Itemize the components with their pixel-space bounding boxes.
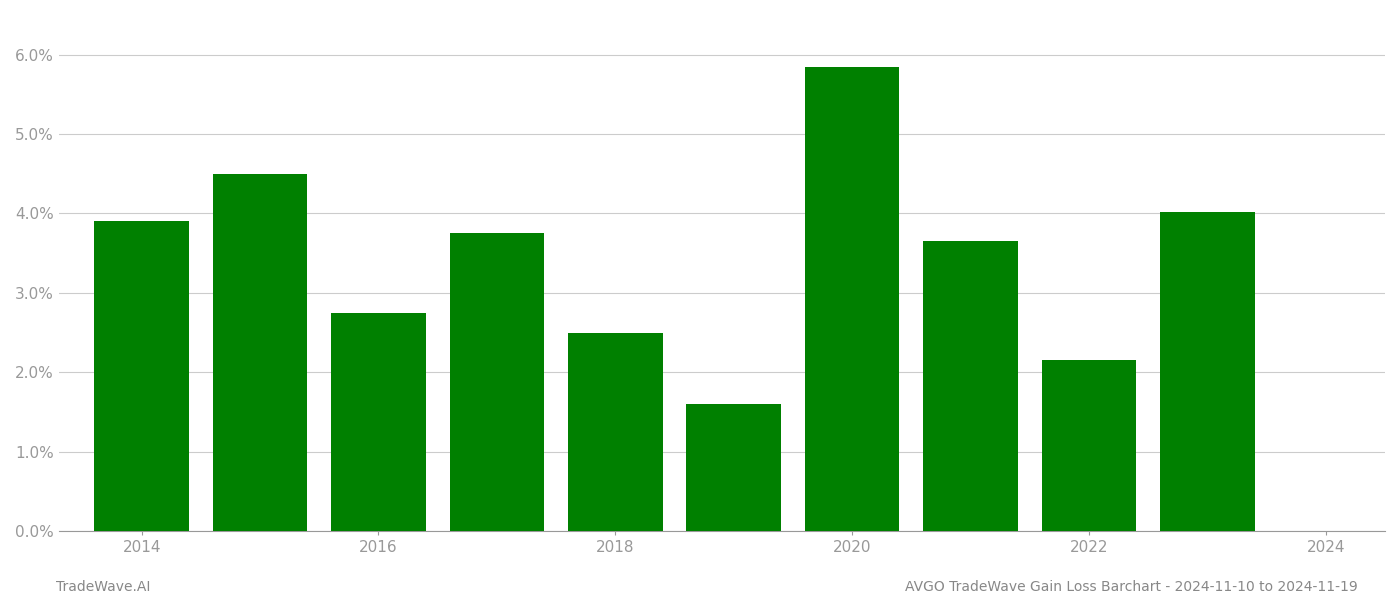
Text: AVGO TradeWave Gain Loss Barchart - 2024-11-10 to 2024-11-19: AVGO TradeWave Gain Loss Barchart - 2024… bbox=[906, 580, 1358, 594]
Bar bbox=[805, 67, 899, 531]
Bar bbox=[923, 241, 1018, 531]
Text: TradeWave.AI: TradeWave.AI bbox=[56, 580, 150, 594]
Bar bbox=[213, 174, 308, 531]
Bar bbox=[330, 313, 426, 531]
Bar bbox=[94, 221, 189, 531]
Bar bbox=[686, 404, 781, 531]
Bar bbox=[449, 233, 545, 531]
Bar bbox=[1042, 361, 1137, 531]
Bar bbox=[1161, 212, 1254, 531]
Bar bbox=[568, 332, 662, 531]
